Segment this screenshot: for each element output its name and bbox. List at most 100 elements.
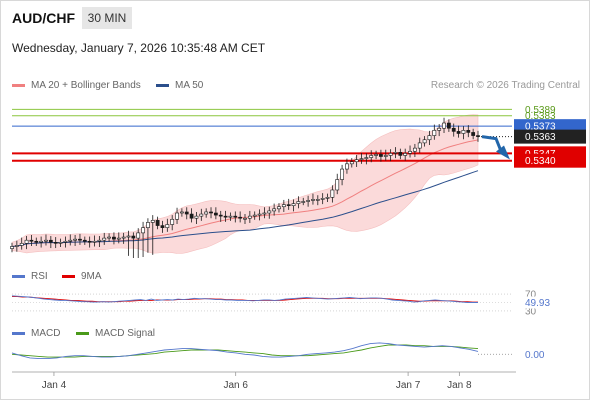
candle-body bbox=[442, 122, 446, 129]
candle-body bbox=[345, 163, 349, 170]
time-tick-label: Jan 6 bbox=[223, 380, 248, 391]
pivot-tag-label: 0.5373 bbox=[525, 122, 556, 133]
candle-body bbox=[44, 239, 48, 242]
candle-body bbox=[126, 235, 131, 238]
candle-body bbox=[29, 239, 34, 242]
candle-body bbox=[252, 214, 257, 217]
candle-body bbox=[179, 211, 184, 214]
rsi-swatch bbox=[12, 274, 25, 278]
forecast-arrow-head bbox=[496, 145, 510, 160]
research-credit: Research © 2026 Trading Central bbox=[430, 80, 580, 91]
candle-body bbox=[73, 238, 78, 241]
legend-ma50-label: MA 50 bbox=[175, 80, 204, 91]
candle-body bbox=[233, 215, 238, 218]
candle-body bbox=[184, 211, 189, 215]
legend-rsi-9ma: 9MA bbox=[62, 271, 102, 282]
candle-body bbox=[204, 211, 209, 215]
candle-body bbox=[412, 147, 417, 152]
symbol-title: AUD/CHF bbox=[12, 10, 75, 26]
candle-body bbox=[53, 242, 58, 244]
candle-body bbox=[39, 240, 44, 243]
legend-macd-signal: MACD Signal bbox=[76, 328, 155, 339]
rsi-tick-label: 30 bbox=[525, 306, 537, 317]
candle-body bbox=[272, 208, 277, 212]
macd-current-value: 0.00 bbox=[525, 350, 545, 361]
candle-body bbox=[277, 206, 281, 210]
candle-body bbox=[383, 155, 388, 157]
candle-body bbox=[262, 212, 267, 215]
candle-body bbox=[213, 212, 218, 216]
candle-body bbox=[379, 154, 383, 157]
rsi-line bbox=[11, 295, 478, 303]
candle-body bbox=[228, 215, 233, 218]
candle-body bbox=[14, 245, 19, 247]
candle-body bbox=[131, 235, 136, 239]
candle-body bbox=[19, 243, 24, 246]
candle-body bbox=[364, 157, 369, 159]
candle-body bbox=[320, 198, 325, 200]
candle-body bbox=[223, 215, 228, 218]
candle-body bbox=[58, 242, 63, 244]
candle-body bbox=[257, 213, 262, 216]
legend-macd-signal-label: MACD Signal bbox=[95, 328, 156, 339]
time-tick-label: Jan 8 bbox=[447, 380, 472, 391]
legend-macd-label: MACD bbox=[31, 328, 61, 339]
bollinger-band bbox=[11, 114, 479, 254]
candle-body bbox=[354, 159, 359, 163]
rsi-current-value: 49.93 bbox=[525, 298, 550, 309]
candle-body bbox=[97, 239, 102, 242]
ma20-swatch bbox=[12, 83, 25, 87]
timestamp: Wednesday, January 7, 2026 10:35:48 AM C… bbox=[12, 41, 266, 55]
macd-swatch bbox=[12, 331, 25, 335]
candle-body bbox=[417, 142, 422, 149]
candle-body bbox=[398, 152, 403, 156]
candle-body bbox=[141, 227, 145, 234]
candle-body bbox=[325, 197, 330, 199]
candle-body bbox=[194, 215, 199, 219]
candle-body bbox=[150, 220, 155, 223]
resistance-tag-label: 0.5383 bbox=[525, 111, 556, 122]
candle-body bbox=[136, 232, 141, 239]
resistance-tag-label: 0.5389 bbox=[525, 105, 556, 116]
candle-body bbox=[247, 215, 252, 219]
rsi-tick-label: 70 bbox=[525, 290, 537, 301]
candle-body bbox=[116, 237, 121, 240]
candle-body bbox=[48, 239, 53, 243]
candle-body bbox=[238, 216, 243, 219]
candle-body bbox=[87, 240, 92, 243]
candle-body bbox=[24, 239, 29, 244]
candle-body bbox=[112, 236, 116, 240]
legend-macd: MACD bbox=[12, 328, 60, 339]
candle-body bbox=[359, 158, 364, 160]
candle-body bbox=[437, 127, 442, 131]
candle-body bbox=[146, 222, 150, 228]
candle-body bbox=[306, 200, 311, 202]
candle-body bbox=[408, 150, 412, 154]
ma50-swatch bbox=[156, 83, 169, 87]
macd-line bbox=[11, 342, 479, 360]
legend-ma20-label: MA 20 + Bollinger Bands bbox=[31, 80, 141, 91]
rsi-9ma-swatch bbox=[62, 274, 75, 278]
candle-body bbox=[78, 238, 82, 241]
candle-body bbox=[301, 201, 306, 203]
candle-body bbox=[68, 239, 73, 242]
candle-body bbox=[209, 211, 213, 214]
candle-body bbox=[102, 237, 107, 241]
current-tag-label: 0.5363 bbox=[525, 132, 556, 143]
legend-rsi-label: RSI bbox=[31, 271, 48, 282]
candle-body bbox=[34, 240, 39, 243]
candle-body bbox=[267, 210, 272, 214]
candle-body bbox=[175, 212, 179, 220]
legend-rsi-9ma-label: 9MA bbox=[81, 271, 102, 282]
legend-ma20: MA 20 + Bollinger Bands bbox=[12, 80, 141, 91]
candle-body bbox=[315, 199, 320, 201]
candle-body bbox=[243, 217, 247, 220]
candle-body bbox=[369, 155, 374, 158]
legend-ma50: MA 50 bbox=[156, 80, 203, 91]
candle-body bbox=[432, 130, 437, 136]
current-tag-box bbox=[514, 129, 586, 144]
candle-body bbox=[82, 239, 87, 242]
interval-badge[interactable]: 30 MIN bbox=[82, 7, 132, 29]
candle-body bbox=[456, 131, 461, 134]
